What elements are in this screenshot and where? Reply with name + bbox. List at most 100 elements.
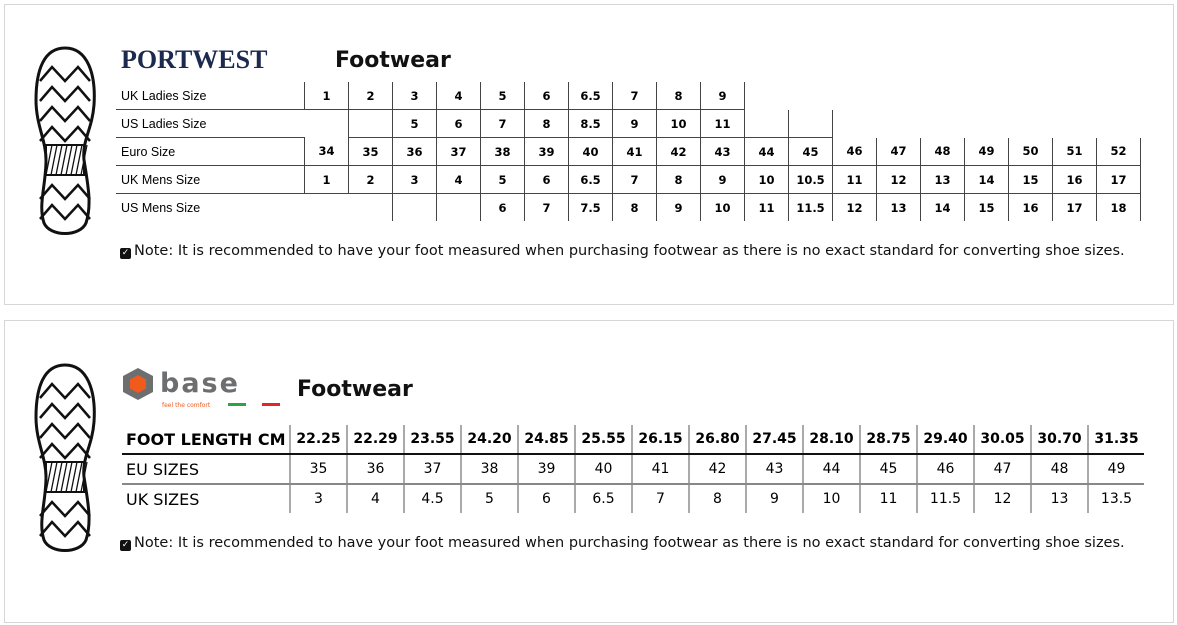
table-cell: 15 (1008, 165, 1053, 194)
table-cell: 48 (920, 137, 965, 166)
table-cell: 36 (392, 137, 437, 166)
table-cell: 9 (700, 82, 745, 110)
table-cell: 6 (524, 82, 569, 110)
table-cell: 38 (460, 454, 518, 485)
table-cell: 46 (916, 454, 974, 485)
table-cell (348, 109, 393, 138)
table-cell: 9 (656, 193, 701, 221)
table-cell: 9 (745, 484, 803, 513)
table-cell: 22.25 (289, 425, 347, 455)
table-cell (965, 110, 1009, 138)
table-cell: 4 (436, 82, 481, 110)
table-cell: 6.5 (568, 82, 613, 110)
table-cell: 14 (964, 165, 1009, 194)
table-cell (305, 110, 349, 138)
table-cell: 30.05 (973, 425, 1031, 455)
table-cell: 10.5 (788, 165, 833, 194)
table-cell: 11 (859, 484, 917, 513)
table-cell: 24.85 (517, 425, 575, 455)
table-cell: 7 (524, 193, 569, 221)
table-row: US Ladies Size 5 6 7 8 8.5 9 10 11 (116, 109, 1141, 138)
table-row: Euro Size 34 35 36 37 38 39 40 41 42 43 44 45 46 47 48 4… (116, 137, 1141, 166)
table-cell (921, 110, 965, 138)
table-cell: 40 (574, 454, 632, 485)
table-cell (921, 82, 965, 110)
base-logo-word: Base (160, 368, 240, 399)
checkbox-icon: ✓ (120, 540, 131, 551)
table-cell: 16 (1008, 193, 1053, 221)
table-cell: 42 (688, 454, 746, 485)
table-cell: 10 (700, 193, 745, 221)
table-cell: 11 (832, 165, 877, 194)
table-cell: 49 (1087, 454, 1144, 485)
table-cell: 43 (745, 454, 803, 485)
checkbox-icon: ✓ (120, 248, 131, 259)
row-label: EU SIZES (122, 454, 290, 485)
table-cell: 4.5 (403, 484, 461, 513)
table-cell: 44 (744, 137, 789, 166)
table-cell: 7 (631, 484, 689, 513)
table-cell: 47 (876, 137, 921, 166)
table-cell: 8 (524, 109, 569, 138)
row-label: UK SIZES (126, 489, 200, 509)
table-row: UK Ladies Size 1 2 3 4 5 6 6.5 7 8 9 (116, 82, 1141, 110)
row-label: UK Ladies Size (116, 82, 305, 110)
table-cell: 38 (480, 137, 525, 166)
table-cell: 29.40 (916, 425, 974, 455)
row-label: Euro Size (116, 137, 305, 166)
table-cell (744, 109, 789, 138)
table-cell: 16 (1052, 165, 1097, 194)
table-cell: 49 (964, 137, 1009, 166)
table-cell: 3 (289, 484, 347, 513)
table-cell (349, 194, 393, 222)
portwest-size-table: UK Ladies Size 1 2 3 4 5 6 6.5 7 8 9 US Ladies Size… (116, 82, 1141, 221)
table-cell: 35 (289, 454, 347, 485)
table-cell: 12 (973, 484, 1031, 513)
table-row: EU SIZES 35 36 37 38 39 40 41 42 43 44 45 46 47 48 49 (122, 454, 1144, 485)
table-cell: 42 (656, 137, 701, 166)
table-cell: 11 (744, 193, 789, 221)
table-cell (1009, 82, 1053, 110)
table-cell: 28.10 (802, 425, 860, 455)
table-cell (1097, 82, 1141, 110)
row-label: FOOT LENGTH CM (122, 425, 290, 455)
base-tagline: feel the comfort (162, 402, 211, 409)
table-cell: 22.29 (346, 425, 404, 455)
table-cell: 45 (859, 454, 917, 485)
table-cell: 2 (348, 165, 393, 194)
table-cell: 8 (688, 484, 746, 513)
table-cell: 47 (973, 454, 1031, 485)
table-cell (1053, 110, 1097, 138)
table-cell: 17 (1096, 165, 1141, 194)
table-cell (833, 110, 877, 138)
table-cell: 6.5 (574, 484, 632, 513)
portwest-title: Footwear (335, 48, 451, 73)
table-cell: 51 (1052, 137, 1097, 166)
table-cell: 39 (517, 454, 575, 485)
table-cell: 10 (744, 165, 789, 194)
table-cell: 7.5 (568, 193, 613, 221)
table-cell: 25.55 (574, 425, 632, 455)
table-cell: 12 (832, 193, 877, 221)
table-cell: 6 (517, 484, 575, 513)
table-cell: 6.5 (568, 165, 613, 194)
table-cell: 17 (1052, 193, 1097, 221)
table-cell: 14 (920, 193, 965, 221)
table-cell (745, 82, 789, 110)
table-cell: 13 (1030, 484, 1088, 513)
table-cell: 44 (802, 454, 860, 485)
table-cell (877, 82, 921, 110)
table-cell: 12 (876, 165, 921, 194)
table-cell: 13.5 (1087, 484, 1144, 513)
table-cell: 50 (1008, 137, 1053, 166)
table-cell: 9 (612, 109, 657, 138)
table-cell (1009, 110, 1053, 138)
base-note: ✓ Note: It is recommended to have your fo… (120, 535, 1125, 551)
table-cell (833, 82, 877, 110)
table-row: US Mens Size 6 7 7.5 8 9 10 11 11.5 12 13 14 15 16 17 1… (116, 193, 1141, 222)
table-cell: 8 (656, 82, 701, 110)
table-cell: 4 (436, 165, 481, 194)
table-cell: 5 (480, 82, 525, 110)
table-cell (789, 82, 833, 110)
table-cell (1053, 82, 1097, 110)
